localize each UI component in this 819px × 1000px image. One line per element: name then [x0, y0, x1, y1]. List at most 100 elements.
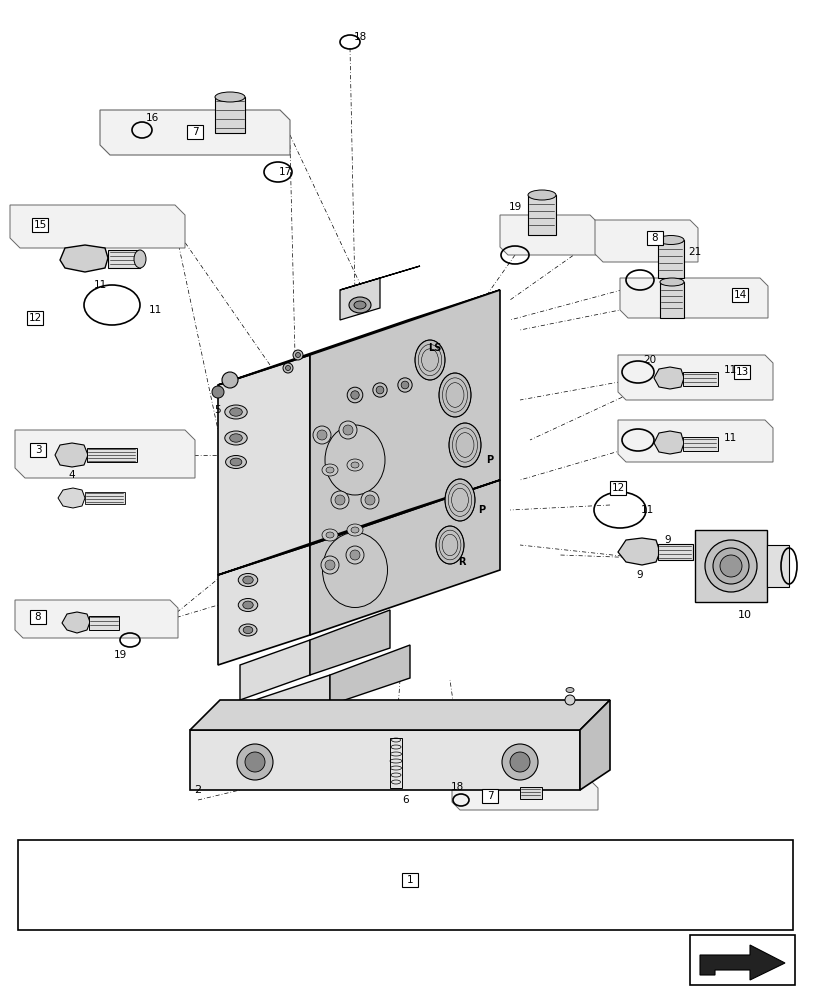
Ellipse shape	[373, 383, 387, 397]
Polygon shape	[218, 545, 310, 665]
Text: 20: 20	[643, 355, 656, 365]
Circle shape	[245, 752, 265, 772]
Text: 12: 12	[611, 483, 624, 493]
Ellipse shape	[326, 532, 333, 538]
Bar	[32, 218, 48, 232]
Ellipse shape	[230, 458, 242, 466]
Ellipse shape	[449, 423, 481, 467]
Text: LS: LS	[428, 343, 441, 353]
Text: 17: 17	[278, 167, 292, 177]
Polygon shape	[10, 205, 185, 248]
Ellipse shape	[397, 378, 412, 392]
Polygon shape	[255, 675, 329, 730]
Polygon shape	[595, 220, 697, 262]
Polygon shape	[579, 700, 609, 790]
Bar	[733, 365, 749, 379]
Bar	[731, 288, 747, 302]
Ellipse shape	[349, 297, 370, 313]
Ellipse shape	[243, 626, 252, 634]
Bar	[85, 492, 124, 504]
Polygon shape	[654, 431, 683, 454]
Polygon shape	[218, 290, 500, 385]
Ellipse shape	[376, 386, 383, 394]
Ellipse shape	[346, 387, 362, 403]
Ellipse shape	[400, 381, 409, 389]
Polygon shape	[340, 278, 379, 320]
Circle shape	[350, 550, 360, 560]
Circle shape	[509, 752, 529, 772]
Polygon shape	[310, 610, 390, 675]
Ellipse shape	[719, 555, 741, 577]
Text: 12: 12	[29, 313, 42, 323]
Ellipse shape	[657, 235, 683, 244]
Text: 19: 19	[113, 650, 126, 660]
Bar	[187, 125, 203, 139]
Bar	[689, 935, 794, 985]
Text: P: P	[486, 455, 493, 465]
Ellipse shape	[225, 456, 246, 468]
Ellipse shape	[354, 301, 365, 309]
Text: 21: 21	[687, 247, 701, 257]
Ellipse shape	[224, 405, 247, 419]
Polygon shape	[618, 420, 772, 462]
Text: 16: 16	[145, 113, 158, 123]
Ellipse shape	[351, 462, 359, 468]
Bar	[519, 787, 541, 799]
Text: 8: 8	[34, 612, 41, 622]
Bar	[30, 443, 46, 457]
Circle shape	[342, 425, 352, 435]
Ellipse shape	[346, 524, 363, 536]
Text: 9: 9	[664, 535, 671, 545]
Polygon shape	[340, 266, 419, 290]
Text: 1: 1	[406, 875, 413, 885]
Bar	[30, 610, 46, 624]
Text: 11: 11	[722, 433, 735, 443]
Text: 8: 8	[651, 233, 658, 243]
Circle shape	[320, 556, 338, 574]
Text: R: R	[458, 557, 465, 567]
Text: 11: 11	[148, 305, 161, 315]
Text: 4: 4	[69, 470, 75, 480]
Text: 2: 2	[194, 785, 201, 795]
Text: 10: 10	[737, 610, 751, 620]
Ellipse shape	[229, 408, 242, 416]
Polygon shape	[60, 245, 108, 272]
Ellipse shape	[215, 92, 245, 102]
Polygon shape	[618, 538, 659, 565]
Circle shape	[295, 353, 300, 358]
Ellipse shape	[704, 540, 756, 592]
Polygon shape	[58, 488, 85, 508]
Text: 11: 11	[93, 280, 106, 290]
Circle shape	[501, 744, 537, 780]
Text: 19: 19	[508, 202, 521, 212]
Bar	[609, 481, 625, 495]
Polygon shape	[240, 640, 310, 700]
Circle shape	[338, 421, 356, 439]
Ellipse shape	[238, 624, 256, 636]
Ellipse shape	[565, 688, 573, 692]
Text: 11: 11	[722, 365, 735, 375]
Ellipse shape	[242, 601, 253, 609]
Bar	[657, 240, 683, 278]
Ellipse shape	[346, 459, 363, 471]
Ellipse shape	[133, 250, 146, 268]
Ellipse shape	[445, 479, 474, 521]
Text: P: P	[477, 505, 485, 515]
Ellipse shape	[351, 527, 359, 533]
Ellipse shape	[326, 467, 333, 473]
Circle shape	[237, 744, 273, 780]
Circle shape	[212, 386, 224, 398]
Circle shape	[324, 560, 335, 570]
Polygon shape	[310, 480, 500, 635]
Polygon shape	[329, 645, 410, 705]
Bar	[215, 97, 245, 133]
Polygon shape	[451, 780, 597, 810]
Ellipse shape	[238, 574, 257, 586]
Polygon shape	[218, 480, 500, 575]
Bar	[108, 250, 140, 268]
Circle shape	[317, 430, 327, 440]
Text: 13: 13	[735, 367, 748, 377]
Ellipse shape	[527, 190, 555, 200]
Bar	[89, 616, 119, 630]
Bar	[695, 530, 766, 602]
